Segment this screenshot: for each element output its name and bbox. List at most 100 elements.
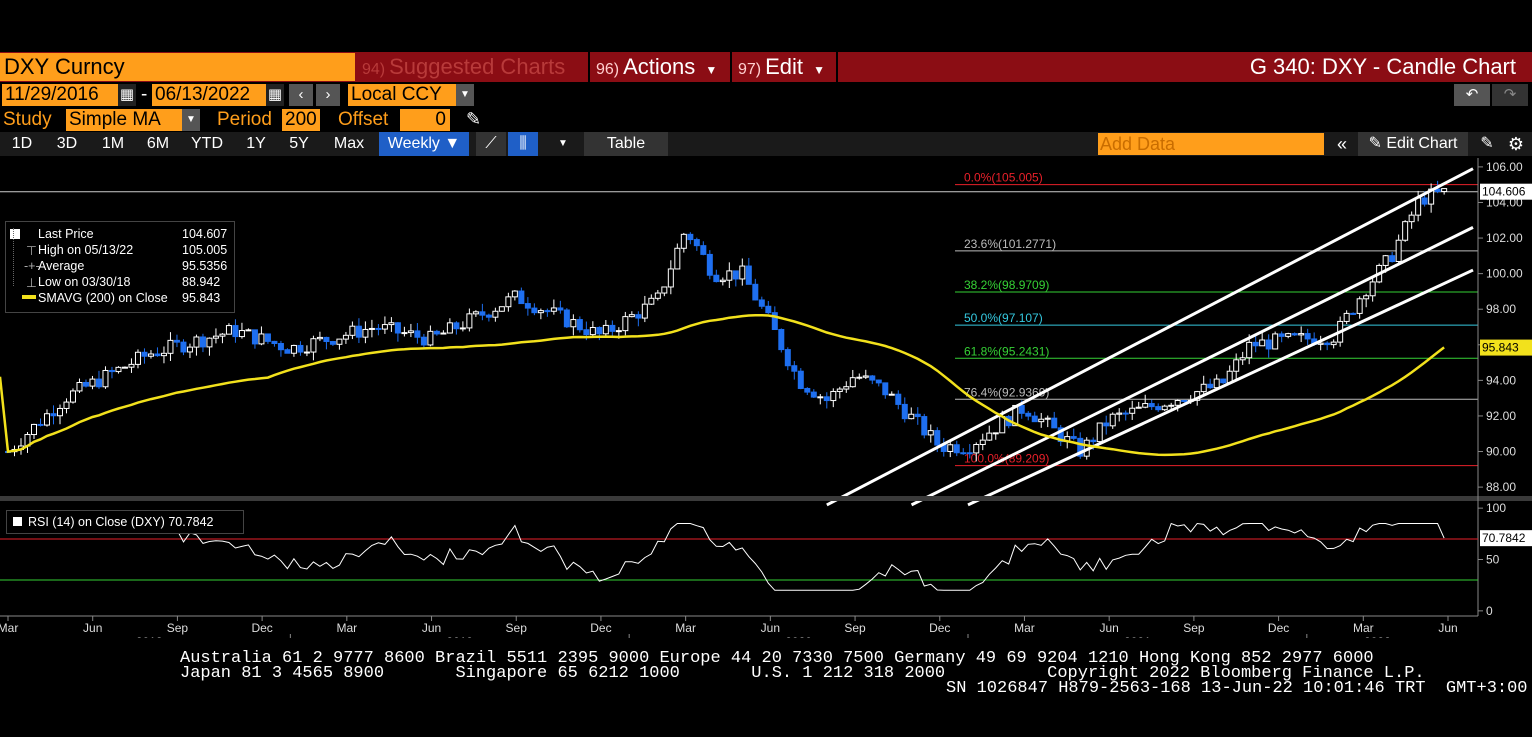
candle-body <box>583 329 590 336</box>
price-axis: 88.0090.0092.0094.0096.0098.00100.00102.… <box>0 158 1532 616</box>
candle-body <box>121 366 128 369</box>
offset-field[interactable]: 0 <box>400 109 450 131</box>
rsi-y-tick-label: 0 <box>1486 604 1493 618</box>
candle-body <box>1402 221 1409 241</box>
rsi-legend-text: RSI (14) on Close (DXY) 70.7842 <box>28 515 214 529</box>
candle-body <box>258 333 265 345</box>
candle-body <box>89 378 96 387</box>
currency-select[interactable]: Local CCY <box>348 84 456 106</box>
candle-body <box>1239 357 1246 361</box>
candle-body <box>1363 295 1370 300</box>
candle-layer <box>5 180 1448 462</box>
fib-level-label: 23.6%(101.2771) <box>964 237 1056 251</box>
line-chart-icon[interactable]: ⟋ <box>476 132 506 156</box>
candle-body <box>362 328 369 338</box>
table-button[interactable]: Table <box>584 132 668 156</box>
period-1y[interactable]: 1Y <box>246 135 266 152</box>
candle-body <box>693 239 700 247</box>
edit-chart-button[interactable]: ✎ Edit Chart <box>1358 132 1468 156</box>
prev-arrow-icon[interactable]: ‹ <box>289 84 313 106</box>
x-tick-label: Jun <box>1099 621 1118 635</box>
candle-chart-icon[interactable]: ⫼ <box>508 132 538 156</box>
redo-icon[interactable]: ↷ <box>1492 84 1528 106</box>
candle-body <box>180 341 187 353</box>
edit-chart-label: Edit Chart <box>1386 135 1458 152</box>
candle-body <box>407 330 414 334</box>
pencil-icon: ✎ <box>1368 135 1387 152</box>
suggested-charts-menu[interactable]: 94) Suggested Charts <box>362 52 584 82</box>
candle-body <box>63 401 70 409</box>
candle-body <box>342 334 349 340</box>
candle-body <box>1096 422 1103 443</box>
candle-body <box>336 338 343 345</box>
candle-body <box>492 310 499 318</box>
x-tick-label: Mar <box>1353 621 1374 635</box>
period-1m[interactable]: 1M <box>101 135 125 152</box>
candle-body <box>1330 341 1337 346</box>
candle-body <box>1441 188 1448 193</box>
candle-body <box>1421 197 1428 205</box>
candle-body <box>76 382 83 392</box>
ticker-field[interactable]: DXY Curncy <box>0 53 355 81</box>
next-arrow-icon[interactable]: › <box>316 84 340 106</box>
candle-body <box>804 387 811 393</box>
edit-menu[interactable]: 97) Edit ▼ <box>738 52 838 82</box>
candle-body <box>284 349 291 354</box>
dropdown-icon[interactable]: ▼ <box>456 84 474 106</box>
actions-menu[interactable]: 96) Actions ▼ <box>596 52 726 82</box>
start-date-field[interactable]: 11/29/2016 <box>2 84 118 106</box>
candle-body <box>1148 403 1155 408</box>
candle-body <box>50 413 57 417</box>
period-1d[interactable]: 1D <box>11 135 33 152</box>
candle-body <box>966 452 973 455</box>
candle-body <box>375 327 382 330</box>
pencil-icon[interactable]: ✎ <box>466 109 482 129</box>
candle-body <box>635 314 642 319</box>
sma-layer <box>0 313 1445 457</box>
candle-body <box>953 444 960 454</box>
rsi-y-tick-label: 50 <box>1486 553 1500 567</box>
sma-tag <box>1480 339 1532 356</box>
candle-body <box>1350 312 1357 315</box>
candle-body <box>680 233 687 249</box>
candle-body <box>414 330 421 338</box>
period-max[interactable]: Max <box>333 135 365 152</box>
x-tick-label: Jun <box>761 621 780 635</box>
candle-body <box>778 329 785 351</box>
candle-body <box>1395 239 1402 263</box>
period-6m[interactable]: 6M <box>146 135 170 152</box>
frequency-select[interactable]: Weekly ▼ <box>379 132 469 156</box>
period-ytd[interactable]: YTD <box>191 135 223 152</box>
candle-body <box>440 332 447 335</box>
candle-body <box>687 233 694 241</box>
fib-level-label: 38.2%(98.9709) <box>964 278 1049 292</box>
add-data-input[interactable]: Add Data <box>1098 133 1324 155</box>
candle-body <box>921 416 928 436</box>
candle-body <box>485 314 492 318</box>
calendar-icon[interactable]: ▦ <box>266 84 284 106</box>
end-date-field[interactable]: 06/13/2022 <box>152 84 266 106</box>
candle-body <box>622 316 629 332</box>
undo-icon[interactable]: ↶ <box>1454 84 1490 106</box>
legend-sma-value: 95.843 <box>182 291 221 305</box>
double-chevron-left-icon[interactable]: « <box>1336 134 1347 154</box>
period-3d[interactable]: 3D <box>56 135 78 152</box>
ticker-text: DXY Curncy <box>4 54 125 79</box>
candle-body <box>557 307 564 311</box>
calendar-icon[interactable]: ▦ <box>118 84 136 106</box>
pencil-icon[interactable]: ✎ <box>1480 135 1494 152</box>
low-marker-icon: ⊥ <box>26 276 37 290</box>
dropdown-icon[interactable]: ▼ <box>182 109 200 131</box>
candle-body <box>797 370 804 389</box>
candle-body <box>1109 413 1116 427</box>
period-5y[interactable]: 5Y <box>289 135 309 152</box>
fibonacci-layer: 0.0%(105.005) 23.6%(101.2771) 38.2%(98.970… <box>0 171 1478 467</box>
x-tick-label: Mar <box>1014 621 1035 635</box>
gear-icon[interactable]: ⚙ <box>1507 134 1525 154</box>
candle-body <box>1356 298 1363 314</box>
study-select[interactable]: Simple MA <box>66 109 182 131</box>
period-field[interactable]: 200 <box>282 109 320 131</box>
rsi-panel: 0 50 100 70.7842 <box>0 501 1532 618</box>
average-marker-icon: -+- <box>24 259 40 273</box>
dropdown-icon[interactable]: ▼ <box>558 138 568 149</box>
